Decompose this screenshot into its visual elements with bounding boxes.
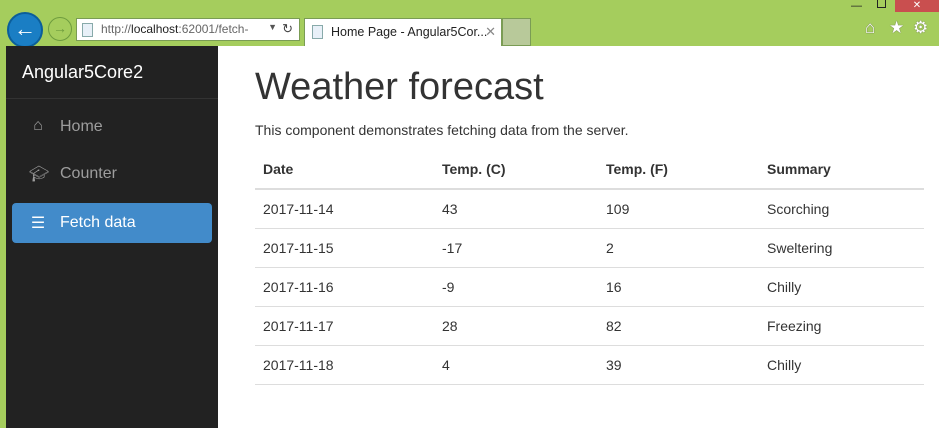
close-window-icon[interactable]: ✕ (895, 0, 939, 12)
divider (6, 98, 218, 99)
graduation-cap-icon: 🎓︎ (29, 166, 50, 183)
url-rest: :62001/fetch- (178, 22, 249, 36)
gear-icon[interactable]: ⚙ (913, 18, 929, 37)
header-date: Date (255, 149, 434, 190)
brand[interactable]: Angular5Core2 (22, 62, 144, 82)
home-icon: ⌂ (33, 117, 43, 134)
table-row: 2017-11-18 4 39 Chilly (255, 345, 924, 385)
sidebar-item-label: Fetch data (60, 214, 136, 231)
main-content: Weather forecast This component demonstr… (218, 46, 939, 428)
cell-summary: Freezing (759, 306, 924, 346)
sidebar-item-home[interactable]: ⌂ Home (12, 107, 212, 147)
page-title: Weather forecast (255, 66, 544, 108)
list-icon: ☰ (30, 215, 46, 232)
cell-date: 2017-11-16 (255, 267, 434, 307)
sidebar-item-label: Home (60, 118, 103, 135)
address-bar[interactable]: http://localhost:62001/fetch- ▼ ↻ (76, 18, 300, 41)
url-prefix: http:// (101, 22, 132, 36)
refresh-icon[interactable]: ↻ (282, 21, 293, 36)
sidebar-item-fetch-data[interactable]: ☰ Fetch data (12, 203, 212, 243)
tab-title: Home Page - Angular5Cor... (331, 25, 488, 39)
table-row: 2017-11-15 -17 2 Sweltering (255, 228, 924, 268)
sidebar-item-counter[interactable]: 🎓︎ Counter (12, 154, 212, 194)
cell-summary: Chilly (759, 267, 924, 307)
cell-summary: Chilly (759, 345, 924, 385)
cell-temp-f: 109 (598, 189, 759, 229)
cell-temp-f: 82 (598, 306, 759, 346)
home-icon[interactable]: ⌂ (865, 18, 876, 37)
page-description: This component demonstrates fetching dat… (255, 122, 629, 138)
cell-temp-c: 43 (434, 189, 598, 229)
cell-date: 2017-11-14 (255, 189, 434, 229)
page-icon (312, 25, 323, 39)
cell-date: 2017-11-18 (255, 345, 434, 385)
back-button[interactable]: ← (7, 12, 43, 48)
forward-button[interactable]: → (48, 17, 72, 41)
star-icon[interactable]: ★ (889, 18, 905, 37)
cell-temp-c: 4 (434, 345, 598, 385)
browser-tab[interactable]: Home Page - Angular5Cor... ✕ (304, 18, 502, 46)
table-row: 2017-11-14 43 109 Scorching (255, 189, 924, 229)
minimize-icon[interactable]: — (851, 0, 862, 12)
dropdown-icon[interactable]: ▼ (268, 22, 277, 32)
close-tab-icon[interactable]: ✕ (485, 24, 496, 39)
maximize-icon[interactable] (877, 0, 886, 8)
table-row: 2017-11-17 28 82 Freezing (255, 306, 924, 346)
page-icon (82, 23, 93, 37)
cell-temp-f: 2 (598, 228, 759, 268)
header-temp-f: Temp. (F) (598, 149, 759, 190)
table-row: 2017-11-16 -9 16 Chilly (255, 267, 924, 307)
cell-temp-f: 39 (598, 345, 759, 385)
sidebar: Angular5Core2 ⌂ Home 🎓︎ Counter ☰ Fetch … (6, 46, 218, 428)
header-summary: Summary (759, 149, 924, 190)
cell-temp-c: -17 (434, 228, 598, 268)
url-host: localhost (131, 22, 179, 36)
cell-temp-c: -9 (434, 267, 598, 307)
cell-temp-f: 16 (598, 267, 759, 307)
cell-date: 2017-11-17 (255, 306, 434, 346)
header-temp-c: Temp. (C) (434, 149, 598, 190)
cell-summary: Sweltering (759, 228, 924, 268)
cell-temp-c: 28 (434, 306, 598, 346)
browser-chrome: ← → http://localhost:62001/fetch- ▼ ↻ Ho… (0, 0, 939, 48)
new-tab-button[interactable] (502, 18, 531, 46)
cell-summary: Scorching (759, 189, 924, 229)
table-header-row: Date Temp. (C) Temp. (F) Summary (255, 149, 924, 190)
sidebar-item-label: Counter (60, 165, 117, 182)
cell-date: 2017-11-15 (255, 228, 434, 268)
forecast-table: Date Temp. (C) Temp. (F) Summary 2017-11… (255, 149, 924, 385)
